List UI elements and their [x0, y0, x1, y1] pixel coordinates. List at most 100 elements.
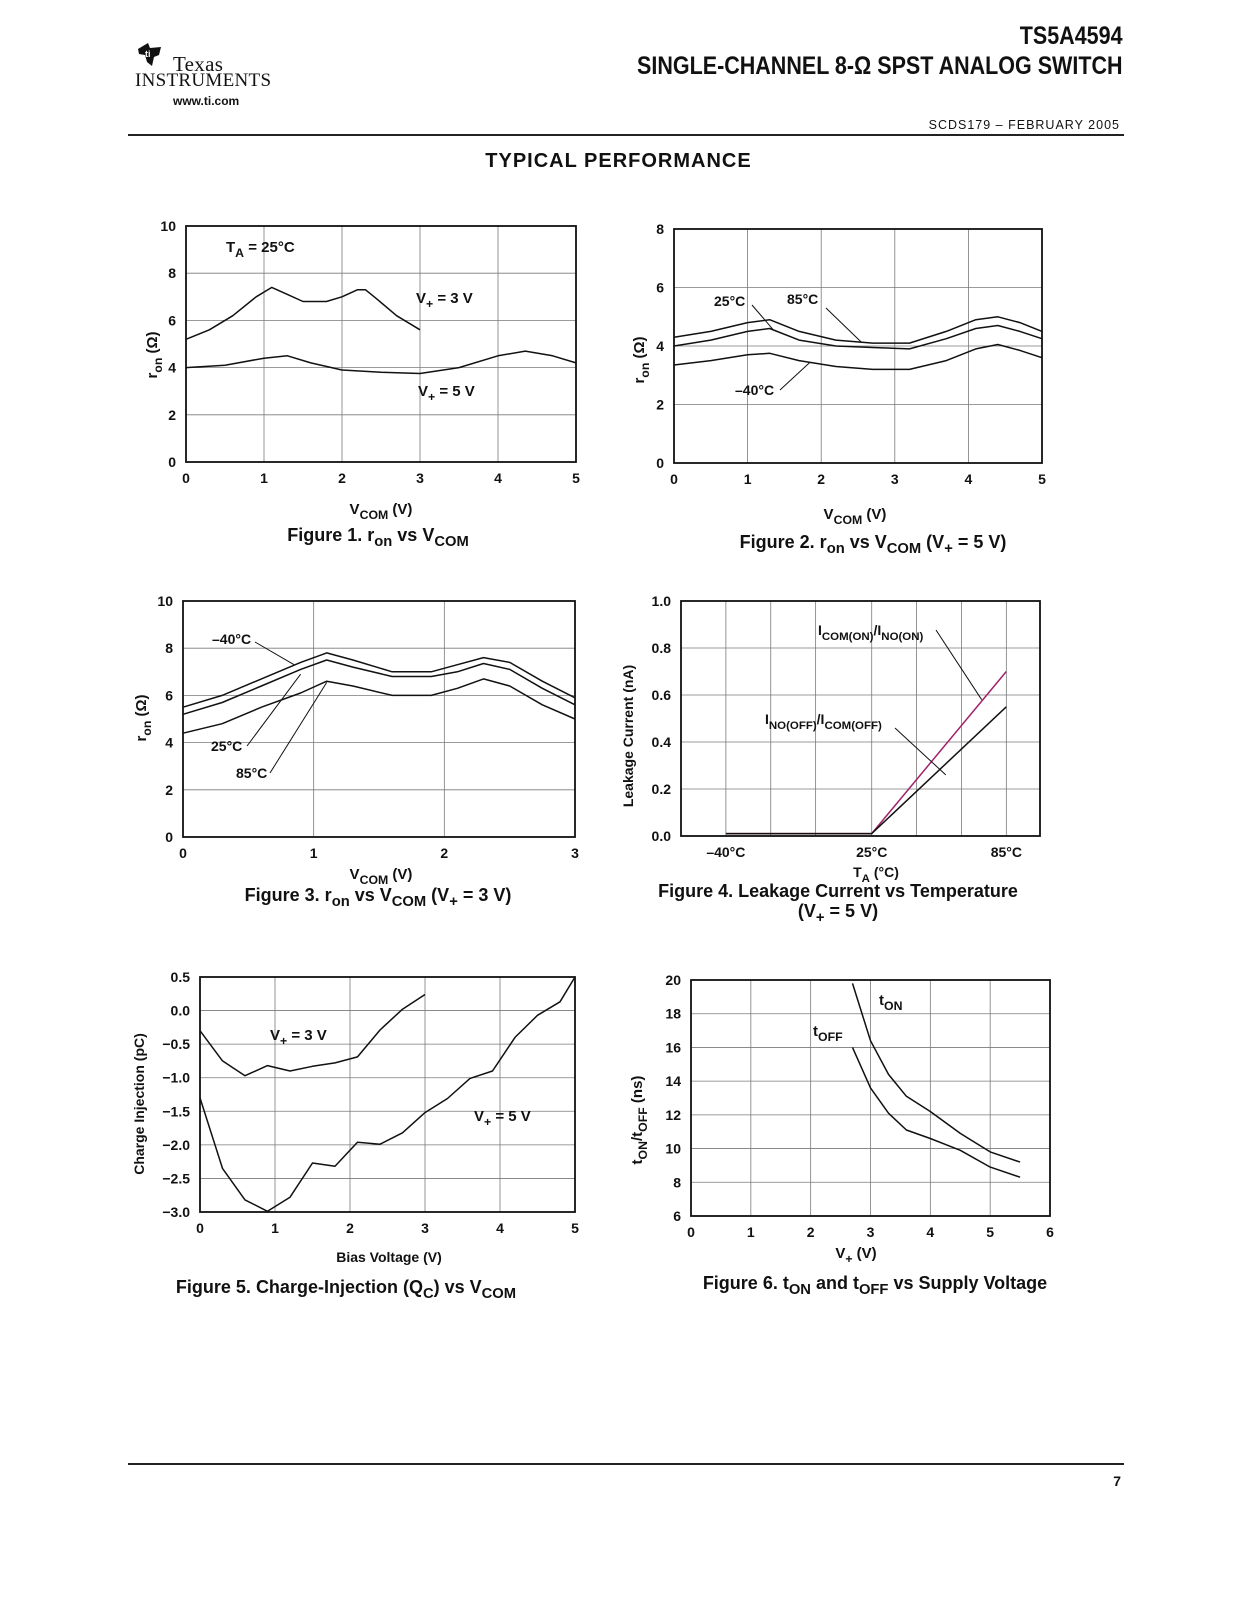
x-tick-label: 85°C: [991, 844, 1022, 860]
x-axis-label: VCOM (V): [350, 501, 413, 522]
x-tick-label: 6: [1046, 1224, 1054, 1240]
series-line-40-c: [673, 343, 1043, 371]
x-tick-label: 4: [496, 1220, 504, 1236]
x-tick-label: 0: [179, 845, 187, 861]
annotation-v3: V+ = 3 V: [416, 290, 473, 311]
document-id: TS5A4594: [1020, 22, 1123, 50]
figure-3: 0 1 2 3 0 2 4 6 8 10 –40°C 25°C 85°C VCOM (V) ron (Ω) F…: [133, 593, 579, 910]
ti-logo-icon: ti: [138, 43, 161, 66]
plot-frame: [680, 600, 1041, 837]
y-tick-label: 8: [168, 265, 176, 281]
annotation-25c: 25°C: [211, 738, 242, 754]
y-tick-label: −3.0: [162, 1204, 190, 1220]
series-line-40-c: [182, 678, 576, 734]
y-tick-label: −2.5: [162, 1170, 190, 1186]
x-axis-label: V+ (V): [835, 1245, 876, 1266]
annotation-m40c: –40°C: [212, 631, 251, 647]
y-tick-label: 6: [168, 312, 176, 328]
y-tick-label: 6: [673, 1208, 681, 1224]
x-tick-label: 1: [310, 845, 318, 861]
annotation-25c: 25°C: [714, 293, 745, 309]
y-tick-label: 10: [665, 1141, 681, 1157]
y-tick-label: 0.8: [652, 640, 672, 656]
y-tick-label: 0.0: [652, 828, 672, 844]
website-url[interactable]: www.ti.com: [173, 94, 240, 108]
x-tick-label: 5: [571, 1220, 579, 1236]
x-tick-label: 0: [196, 1220, 204, 1236]
y-tick-label: 0.2: [652, 781, 672, 797]
y-tick-label: 0.5: [171, 969, 191, 985]
y-tick-label: 1.0: [652, 593, 672, 609]
leader-85c: [269, 682, 328, 774]
series-line-v-5-v: [185, 350, 577, 375]
x-tick-label: 1: [747, 1224, 755, 1240]
figure-caption: Figure 5. Charge-Injection (QC) vs VCOM: [176, 1277, 516, 1302]
x-tick-label: 2: [440, 845, 448, 861]
annotation-ton: tON: [879, 992, 903, 1013]
header-rule: [128, 134, 1124, 136]
y-tick-label: 10: [160, 218, 176, 234]
leader-ioff: [894, 727, 947, 776]
figure-caption-line-1: Figure 4. Leakage Current vs Temperature: [658, 881, 1018, 901]
leader-ion: [935, 629, 983, 700]
y-axis-label: ron (Ω): [631, 336, 652, 383]
x-tick-label: 5: [986, 1224, 994, 1240]
x-tick-label: 2: [817, 471, 825, 487]
x-tick-label: 4: [926, 1224, 934, 1240]
y-tick-label: 2: [656, 397, 664, 413]
series-line-v-3-v: [185, 286, 421, 340]
document-code: SCDS179 – FEBRUARY 2005: [928, 118, 1120, 132]
y-tick-label: 4: [165, 735, 173, 751]
series-line-v-3-v: [199, 993, 426, 1077]
x-tick-label: 3: [891, 471, 899, 487]
svg-text:ti: ti: [145, 49, 151, 59]
x-axis-label: VCOM (V): [350, 866, 413, 887]
annotation-ion: ICOM(ON)/INO(ON): [818, 622, 924, 643]
leader-85c: [825, 307, 863, 343]
x-tick-label: –40°C: [706, 844, 745, 860]
y-tick-label: −1.5: [162, 1103, 190, 1119]
series-line-toff: [851, 1047, 1021, 1178]
plot-frame: [690, 979, 1051, 1217]
x-tick-label: 4: [965, 471, 973, 487]
x-tick-label: 4: [494, 470, 502, 486]
y-tick-label: 18: [665, 1006, 681, 1022]
annotation-v3: V+ = 3 V: [270, 1027, 327, 1048]
y-tick-label: 0: [168, 454, 176, 470]
y-tick-label: 16: [665, 1039, 681, 1055]
figure-5: 0 1 2 3 4 5 −3.0 −2.5 −2.0 −1.5 −1.0 −0.5 0.0 0.5 V+ =…: [131, 969, 579, 1302]
y-tick-label: 2: [168, 407, 176, 423]
figure-1: 0 1 2 3 4 5 0 2 4 6 8 10 TA = 25°C V+ = 3 V V+ = 5 V VC…: [144, 218, 580, 550]
y-tick-label: 2: [165, 782, 173, 798]
figure-4: –40°C 25°C 85°C 0.0 0.2 0.4 0.6 0.8 1.0 ICOM(ON)/…: [620, 593, 1041, 926]
y-tick-label: 14: [665, 1073, 681, 1089]
leader-25c: [751, 304, 774, 331]
x-tick-label: 25°C: [856, 844, 887, 860]
figure-2: 0 1 2 3 4 5 0 2 4 6 8 25°C 85°C –40°C VCOM (V) ron (Ω) F…: [631, 221, 1046, 557]
annotation-v5: V+ = 5 V: [418, 383, 475, 404]
y-tick-label: 6: [656, 280, 664, 296]
figure-caption: Figure 3. ron vs VCOM (V+ = 3 V): [245, 885, 512, 910]
y-axis-label: Charge Injection (pC): [131, 1033, 147, 1175]
y-tick-label: 4: [656, 338, 664, 354]
y-tick-label: 10: [157, 593, 173, 609]
x-axis-label: TA (°C): [853, 864, 899, 885]
brand-line-2: Instruments: [135, 70, 272, 91]
series-line-85-c: [182, 652, 576, 708]
plot-frame: [199, 976, 576, 1213]
leader-25c: [246, 673, 302, 747]
y-tick-label: −1.0: [162, 1070, 190, 1086]
x-tick-label: 3: [416, 470, 424, 486]
series-line-25-c: [182, 659, 576, 716]
series-line-ino-off-icom-off: [725, 706, 1007, 835]
brand-line-1: Texas: [173, 52, 224, 76]
x-tick-label: 0: [687, 1224, 695, 1240]
x-tick-label: 2: [346, 1220, 354, 1236]
series-line-85-c: [673, 316, 1043, 344]
y-tick-label: 6: [165, 687, 173, 703]
y-tick-label: 8: [165, 640, 173, 656]
figure-caption: Figure 6. tON and tOFF vs Supply Voltage: [703, 1273, 1047, 1298]
x-tick-label: 1: [744, 471, 752, 487]
y-tick-label: 0: [165, 829, 173, 845]
